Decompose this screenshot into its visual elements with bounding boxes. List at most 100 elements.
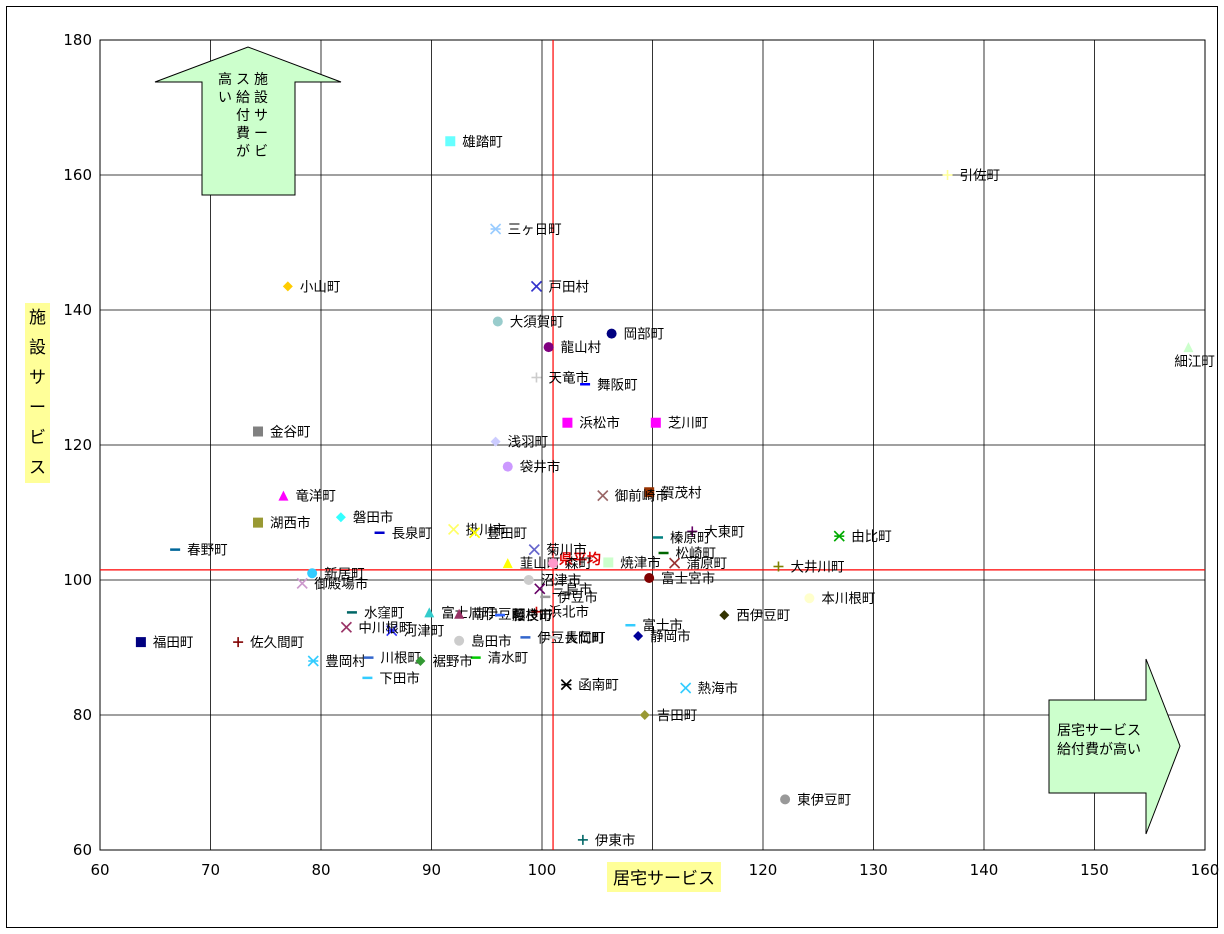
- x-tick-label: 160: [1191, 861, 1220, 879]
- x-tick-label: 90: [422, 861, 441, 879]
- point-label: 大仁町: [565, 630, 606, 646]
- point-label: 金谷町: [270, 425, 311, 441]
- point-label: 伊豆市: [557, 589, 598, 606]
- data-point: 佐久間町: [233, 635, 304, 651]
- point-label: 長泉町: [392, 525, 433, 542]
- point-label: 福田町: [153, 635, 194, 651]
- average-label: 県平均: [559, 551, 601, 568]
- point-label: 沼津市: [541, 572, 582, 589]
- point-label: 大井川町: [790, 560, 844, 576]
- chart-frame: [6, 6, 1218, 928]
- right-arrow-text-1: 居宅サービス: [1057, 723, 1141, 739]
- data-point: 伊東市: [577, 832, 635, 849]
- data-point: 大須賀町: [492, 314, 564, 330]
- point-label: 龍山村: [561, 339, 602, 356]
- data-point: 袋井市: [502, 459, 561, 476]
- data-point: 中川根町: [340, 620, 412, 636]
- data-point: 舞阪町: [580, 377, 638, 393]
- data-point: 芝川町: [650, 416, 708, 432]
- point-label: 清水町: [488, 651, 529, 667]
- x-tick-label: 130: [859, 861, 888, 879]
- data-point: 相良町: [495, 608, 553, 624]
- data-point: 大仁町: [548, 630, 606, 646]
- data-point: 龍山村: [543, 339, 602, 356]
- data-point: 焼津市: [603, 554, 661, 571]
- data-point: 雄踏町: [445, 134, 503, 150]
- data-point: 水窪町: [346, 604, 404, 621]
- x-tick-label: 120: [749, 861, 778, 879]
- point-label: 本川根町: [821, 591, 875, 607]
- point-label: 戸田村: [548, 279, 589, 295]
- point-label: 三島市: [552, 581, 593, 598]
- point-label: 豊岡村: [325, 654, 366, 670]
- point-label: 熱海市: [698, 680, 739, 697]
- data-point: 河津町: [386, 624, 444, 640]
- data-point: 蒲原町: [669, 556, 728, 572]
- point-label: 焼津市: [620, 554, 661, 571]
- data-point: 大東町: [687, 524, 745, 540]
- up-arrow-text: 施設サービス給付費が高い: [218, 71, 268, 160]
- data-point: 豊田町: [469, 526, 527, 542]
- x-axis-title: 居宅サービス: [613, 869, 715, 889]
- average-lines: 県平均: [100, 40, 1205, 850]
- point-label: 東伊豆町: [797, 792, 851, 808]
- point-label: 新居町: [324, 566, 365, 582]
- point-label: 榛原町: [670, 530, 711, 546]
- data-point: 新居町: [307, 566, 365, 582]
- x-tick-label: 80: [311, 861, 330, 879]
- point-label: 蒲原町: [687, 556, 728, 572]
- point-label: 浜松市: [579, 415, 620, 432]
- data-point: 湖西市: [253, 515, 311, 532]
- point-label: 川根町: [381, 651, 422, 667]
- y-tick-label: 180: [63, 31, 92, 49]
- data-point: 賀茂村: [644, 484, 702, 501]
- data-point: 富士市: [625, 617, 683, 634]
- point-label: 磐田市: [353, 509, 394, 526]
- data-point: 長泉町: [374, 525, 433, 542]
- point-label: 佐久間町: [250, 635, 304, 651]
- data-point: 富士宮市: [644, 570, 715, 587]
- data-point: 伊豆市: [540, 589, 598, 606]
- point-label: 引佐町: [960, 168, 1001, 184]
- point-label: 袋井市: [520, 459, 561, 476]
- data-point: 富士川町: [424, 604, 495, 621]
- point-label: 御殿場市: [314, 575, 368, 592]
- y-tick-label: 140: [63, 301, 92, 319]
- point-label: 函南町: [578, 678, 619, 694]
- x-tick-label: 150: [1080, 861, 1109, 879]
- point-label: 静岡市: [650, 628, 691, 645]
- data-point: 御殿場市: [296, 575, 368, 592]
- data-point: 由比町: [833, 529, 892, 545]
- data-point: 豊岡村: [307, 654, 366, 670]
- point-label: 伊豆長岡町: [537, 630, 605, 646]
- point-label: 舞阪町: [597, 377, 638, 393]
- x-tick-label: 100: [528, 861, 557, 879]
- data-point: 三島市: [534, 581, 593, 598]
- data-point: 金谷町: [253, 425, 311, 441]
- point-label: 雄踏町: [462, 134, 503, 150]
- data-point: 清水町: [470, 651, 529, 667]
- point-label: 浅羽町: [508, 435, 548, 451]
- point-label: 下田市: [379, 670, 420, 687]
- point-label: 三ヶ日町: [508, 222, 562, 238]
- y-tick-label: 80: [73, 706, 92, 724]
- data-point: 沼津市: [523, 572, 582, 589]
- point-label: 天竜市: [548, 370, 589, 387]
- data-point: 小山町: [282, 279, 341, 295]
- data-point: 磐田市: [335, 509, 394, 526]
- point-label: 菊川市: [546, 542, 587, 559]
- right-arrow-text-2: 給付費が高い: [1057, 741, 1141, 758]
- point-label: 小山町: [300, 279, 341, 295]
- data-point: 吉田町: [639, 708, 697, 724]
- data-point: 大井川町: [773, 560, 844, 576]
- point-label: 大須賀町: [510, 314, 564, 330]
- point-label: 中川根町: [358, 620, 412, 636]
- data-point: 伊豆長岡町: [520, 630, 605, 646]
- y-axis-title: 施設サービス: [29, 308, 46, 478]
- data-point: 引佐町: [942, 168, 1001, 184]
- point-label: 大東町: [704, 524, 745, 540]
- point-label: 賀茂村: [661, 484, 702, 501]
- point-label: 富士市: [642, 617, 683, 634]
- data-point: 三ヶ日町: [490, 222, 562, 238]
